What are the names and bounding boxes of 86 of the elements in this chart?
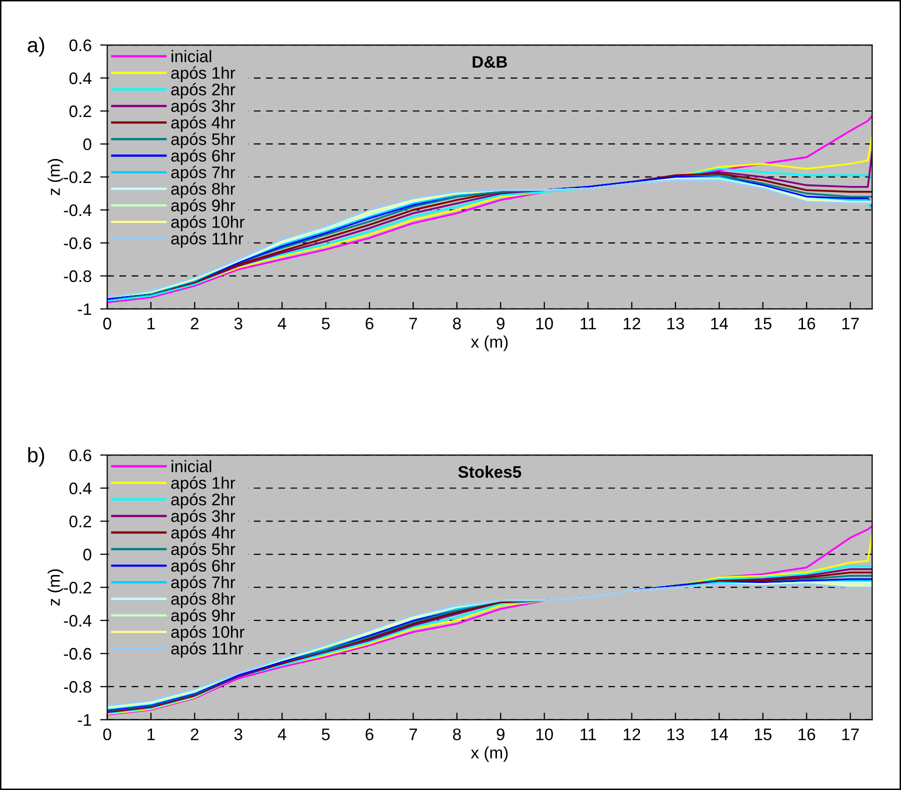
- x-tick-label: 1: [148, 318, 155, 330]
- legend-label: inicial: [172, 50, 212, 62]
- y-tick-label: -1: [78, 303, 92, 315]
- x-tick-label: 14: [711, 318, 728, 330]
- x-tick-label: 3: [234, 318, 242, 330]
- x-tick-label: 8: [453, 728, 461, 740]
- x-tick-label: 15: [754, 318, 772, 330]
- legend-label: após 8hr: [171, 182, 236, 198]
- legend-label: após 3hr: [171, 510, 236, 526]
- x-tick-label: 0: [103, 728, 112, 740]
- y-tick-label: -0.2: [64, 582, 92, 594]
- legend-label: após 6hr: [171, 559, 236, 575]
- x-tick-label: 17: [842, 728, 859, 740]
- x-tick-label: 13: [667, 728, 684, 740]
- y-axis-title: z (m): [48, 159, 64, 196]
- x-tick-label: 8: [453, 318, 461, 330]
- legend-label: após 1hr: [171, 476, 236, 492]
- legend-label: após 1hr: [171, 66, 236, 82]
- y-tick-label: 0.6: [69, 449, 92, 462]
- x-tick-label: 9: [496, 318, 504, 330]
- x-axis-title: x (m): [470, 746, 508, 762]
- x-tick-label: 7: [409, 318, 417, 330]
- x-tick-label: 16: [798, 728, 816, 740]
- x-tick-label: 5: [322, 728, 330, 740]
- y-tick-label: -0.2: [64, 171, 92, 184]
- x-tick-label: 11: [580, 318, 596, 330]
- x-tick-label: 6: [366, 728, 374, 740]
- legend-label: após 9hr: [171, 198, 236, 215]
- y-tick-label: -0.8: [64, 270, 92, 282]
- legend-label: após 5hr: [171, 542, 236, 558]
- x-tick-label: 15: [754, 728, 772, 740]
- x-tick-label: 6: [366, 318, 374, 330]
- y-tick-label: -0.4: [64, 204, 92, 216]
- x-tick-label: 13: [667, 318, 684, 330]
- x-tick-label: 16: [798, 318, 816, 330]
- y-tick-label: -0.6: [64, 648, 92, 660]
- legend-label: após 10hr: [171, 215, 244, 232]
- x-axis-title: x (m): [470, 336, 508, 352]
- legend-label: após 9hr: [171, 608, 236, 625]
- x-tick-label: 3: [234, 728, 242, 740]
- y-tick-label: 0.2: [69, 516, 92, 528]
- y-tick-label: -0.4: [64, 614, 92, 627]
- legend-label: após 5hr: [171, 132, 236, 148]
- x-tick-label: 10: [536, 318, 553, 330]
- x-tick-label: 0: [103, 318, 112, 330]
- x-tick-label: 7: [409, 728, 417, 740]
- y-tick-label: 0.4: [69, 482, 92, 494]
- text: a): [28, 37, 44, 57]
- legend-label: após 7hr: [171, 576, 236, 592]
- x-tick-label: 14: [711, 728, 728, 740]
- legend-label: após 11hr: [171, 642, 244, 658]
- y-tick-label: -1: [78, 714, 92, 726]
- x-tick-label: 4: [278, 318, 286, 330]
- text: b): [28, 447, 44, 467]
- x-tick-label: 12: [624, 318, 640, 330]
- legend-label: após 4hr: [171, 526, 236, 542]
- legend-label: após 8hr: [171, 592, 236, 608]
- y-tick-label: 0.2: [69, 105, 92, 118]
- y-tick-label: 0: [83, 138, 92, 150]
- text: D&B: [472, 56, 507, 68]
- x-tick-label: 2: [190, 318, 198, 330]
- legend-label: após 7hr: [171, 166, 236, 182]
- y-tick-label: 0: [83, 548, 92, 560]
- y-tick-label: 0.6: [69, 39, 92, 52]
- legend-label: após 10hr: [171, 625, 244, 642]
- x-tick-label: 9: [496, 728, 504, 740]
- y-tick-label: -0.6: [64, 237, 92, 250]
- x-tick-label: 2: [190, 728, 198, 740]
- x-tick-label: 17: [842, 318, 859, 330]
- x-tick-label: 5: [322, 318, 330, 330]
- legend-label: após 2hr: [171, 82, 236, 99]
- legend-label: após 3hr: [171, 100, 236, 116]
- y-tick-label: -0.8: [64, 681, 92, 693]
- x-tick-label: 11: [580, 728, 596, 740]
- legend-label: após 4hr: [171, 116, 236, 132]
- x-tick-label: 12: [624, 728, 640, 740]
- y-axis-title: z (m): [48, 569, 64, 606]
- text: Stokes5: [458, 466, 522, 478]
- legend-label: após 6hr: [171, 149, 236, 165]
- x-tick-label: 4: [278, 728, 286, 740]
- legend-label: após 2hr: [171, 492, 236, 509]
- x-tick-label: 10: [536, 728, 553, 740]
- legend-label: após 11hr: [171, 232, 244, 248]
- x-tick-label: 1: [148, 728, 155, 740]
- y-tick-label: 0.4: [69, 72, 92, 84]
- legend-label: inicial: [172, 460, 212, 472]
